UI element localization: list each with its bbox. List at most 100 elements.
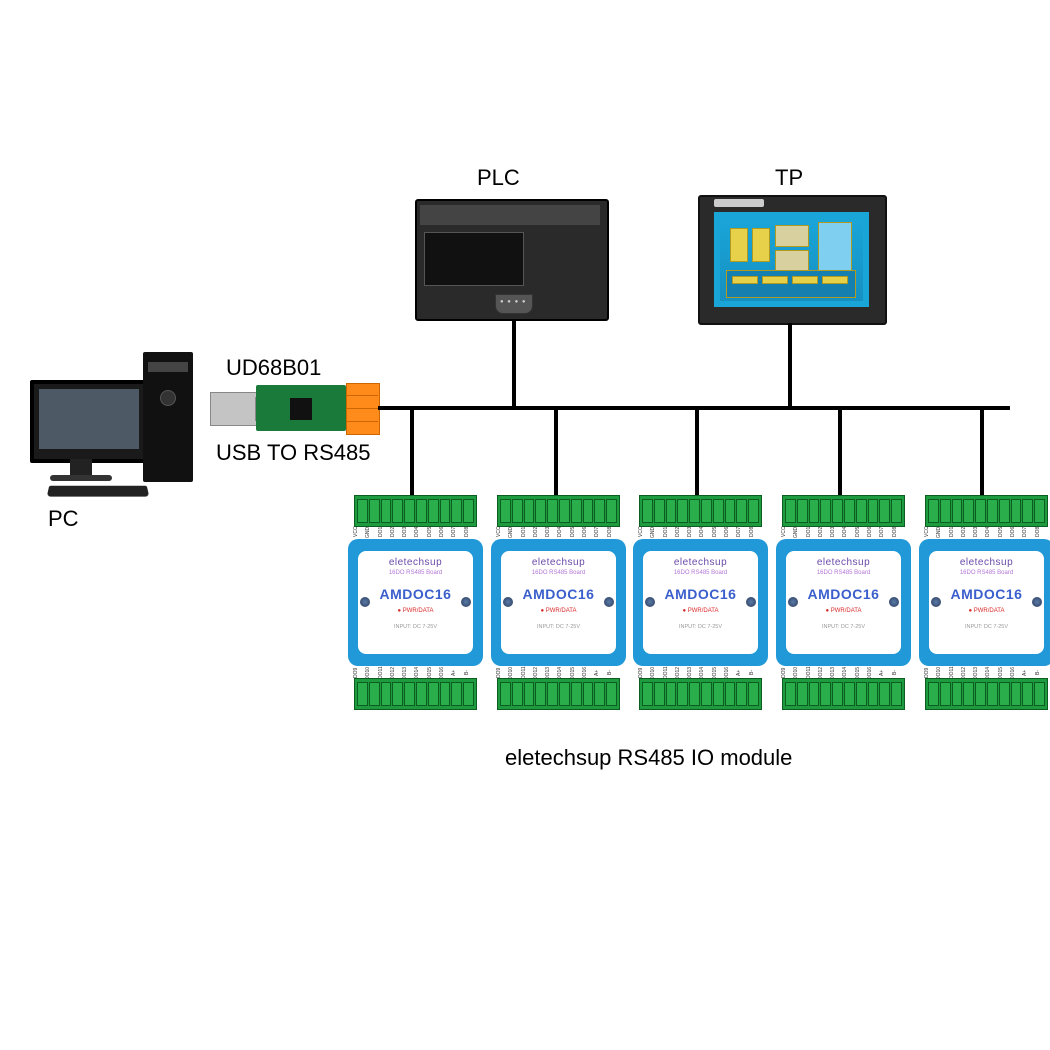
io-terminal-top-labels: VCCGNDDO1DO2DO3DO4DO5DO6DO7DO8 (782, 525, 905, 539)
io-voltage: INPUT: DC 7-25V (501, 624, 616, 630)
io-led-label: PWR/DATA (929, 608, 1044, 614)
tp-label: TP (775, 165, 803, 191)
tp-screen-element (762, 276, 788, 284)
io-face: eletechsup 16DO RS485 Board AMDOC16 PWR/DAT… (358, 551, 473, 654)
plc-top-rail (420, 205, 600, 225)
io-face: eletechsup 16DO RS485 Board AMDOC16 PWR/DAT… (786, 551, 901, 654)
io-body: eletechsup 16DO RS485 Board AMDOC16 PWR/DAT… (633, 539, 768, 666)
io-model: AMDOC16 (929, 586, 1044, 602)
io-terminal-top (497, 495, 620, 527)
plc-label: PLC (477, 165, 520, 191)
io-terminal-bottom (925, 678, 1048, 710)
pc-keyboard (47, 486, 150, 497)
pc-monitor-base (50, 475, 112, 481)
io-terminal-top-labels: VCCGNDDO1DO2DO3DO4DO5DO6DO7DO8 (497, 525, 620, 539)
bus-drop (554, 406, 558, 495)
bus-main (378, 406, 1010, 410)
screw-icon (931, 597, 941, 607)
io-led-label: PWR/DATA (786, 608, 901, 614)
tp-screen-element (726, 270, 856, 298)
io-model: AMDOC16 (786, 586, 901, 602)
io-brand: eletechsup (501, 557, 616, 568)
io-subtitle: 16DO RS485 Board (929, 570, 1044, 576)
screw-icon (604, 597, 614, 607)
io-brand: eletechsup (786, 557, 901, 568)
screw-icon (746, 597, 756, 607)
io-module: VCCGNDDO1DO2DO3DO4DO5DO6DO7DO8 eletechsup… (348, 495, 483, 710)
io-body: eletechsup 16DO RS485 Board AMDOC16 PWR/DAT… (776, 539, 911, 666)
tp-screen-element (775, 250, 809, 272)
io-terminal-top-labels: VCCGNDDO1DO2DO3DO4DO5DO6DO7DO8 (925, 525, 1048, 539)
io-face: eletechsup 16DO RS485 Board AMDOC16 PWR/DAT… (929, 551, 1044, 654)
io-model: AMDOC16 (501, 586, 616, 602)
io-terminal-top (639, 495, 762, 527)
io-body: eletechsup 16DO RS485 Board AMDOC16 PWR/DAT… (491, 539, 626, 666)
io-module: VCCGNDDO1DO2DO3DO4DO5DO6DO7DO8 eletechsup… (919, 495, 1050, 710)
usb-desc-label: USB TO RS485 (216, 440, 370, 466)
io-module: VCCGNDDO1DO2DO3DO4DO5DO6DO7DO8 eletechsup… (776, 495, 911, 710)
tp-screen-element (732, 276, 758, 284)
io-caption: eletechsup RS485 IO module (505, 745, 792, 771)
tp-screen-element (818, 222, 852, 276)
io-face: eletechsup 16DO RS485 Board AMDOC16 PWR/DAT… (501, 551, 616, 654)
io-terminal-bottom (782, 678, 905, 710)
io-model: AMDOC16 (643, 586, 758, 602)
io-terminal-top (782, 495, 905, 527)
tp-screen-element (730, 228, 748, 262)
io-subtitle: 16DO RS485 Board (786, 570, 901, 576)
io-voltage: INPUT: DC 7-25V (929, 624, 1044, 630)
io-brand: eletechsup (358, 557, 473, 568)
io-module: VCCGNDDO1DO2DO3DO4DO5DO6DO7DO8 eletechsup… (491, 495, 626, 710)
tp-screen-element (775, 225, 809, 247)
tp-screen-element (822, 276, 848, 284)
screw-icon (645, 597, 655, 607)
usb-chip-icon (290, 398, 312, 420)
pc-tower-drive (148, 362, 188, 372)
screw-icon (360, 597, 370, 607)
io-voltage: INPUT: DC 7-25V (786, 624, 901, 630)
io-terminal-top-labels: VCCGNDDO1DO2DO3DO4DO5DO6DO7DO8 (354, 525, 477, 539)
bus-drop (410, 406, 414, 495)
bus-drop (980, 406, 984, 495)
screw-icon (788, 597, 798, 607)
io-terminal-bottom (497, 678, 620, 710)
io-terminal-top (354, 495, 477, 527)
io-terminal-top (925, 495, 1048, 527)
io-voltage: INPUT: DC 7-25V (358, 624, 473, 630)
pc-monitor (30, 380, 148, 463)
io-model: AMDOC16 (358, 586, 473, 602)
io-brand: eletechsup (929, 557, 1044, 568)
plc-slot (424, 232, 524, 286)
bus-drop (838, 406, 842, 495)
io-terminal-bottom (639, 678, 762, 710)
io-subtitle: 16DO RS485 Board (358, 570, 473, 576)
screw-icon (503, 597, 513, 607)
io-voltage: INPUT: DC 7-25V (643, 624, 758, 630)
io-subtitle: 16DO RS485 Board (501, 570, 616, 576)
io-terminal-bottom (354, 678, 477, 710)
io-led-label: PWR/DATA (358, 608, 473, 614)
bus-drop (695, 406, 699, 495)
io-brand: eletechsup (643, 557, 758, 568)
tp-brand-icon (714, 199, 764, 207)
bus-drop (512, 319, 516, 406)
io-face: eletechsup 16DO RS485 Board AMDOC16 PWR/DAT… (643, 551, 758, 654)
bus-drop (788, 323, 792, 406)
io-subtitle: 16DO RS485 Board (643, 570, 758, 576)
tp-screen-element (792, 276, 818, 284)
usb-terminal-block (346, 383, 380, 435)
pc-tower-power-icon (160, 390, 176, 406)
io-module: VCCGNDDO1DO2DO3DO4DO5DO6DO7DO8 eletechsup… (633, 495, 768, 710)
pc-label: PC (48, 506, 79, 532)
io-led-label: PWR/DATA (501, 608, 616, 614)
screw-icon (889, 597, 899, 607)
plc-serial-pins: ● ● ● ● (500, 299, 527, 305)
usb-plug-body (210, 392, 257, 426)
screw-icon (461, 597, 471, 607)
usb-model-label: UD68B01 (226, 355, 321, 381)
tp-screen-element (752, 228, 770, 262)
io-led-label: PWR/DATA (643, 608, 758, 614)
io-body: eletechsup 16DO RS485 Board AMDOC16 PWR/DAT… (348, 539, 483, 666)
io-terminal-top-labels: VCCGNDDO1DO2DO3DO4DO5DO6DO7DO8 (639, 525, 762, 539)
io-body: eletechsup 16DO RS485 Board AMDOC16 PWR/DAT… (919, 539, 1050, 666)
